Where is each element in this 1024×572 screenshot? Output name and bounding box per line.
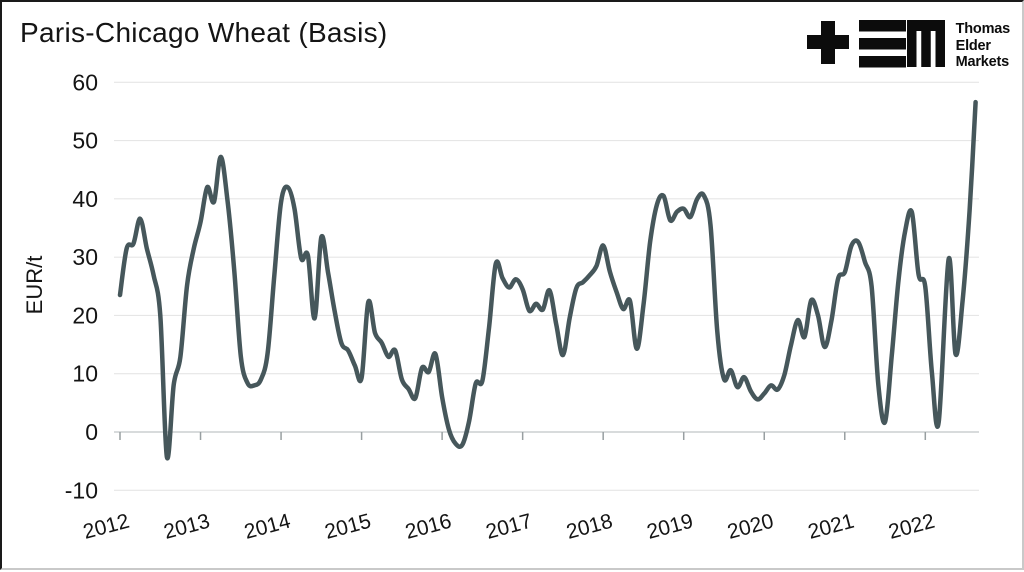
y-tick-label-0: 0 (85, 419, 98, 445)
y-tick-label-60: 60 (72, 69, 98, 95)
x-tick-label-2021: 2021 (806, 510, 857, 544)
x-tick-label-2016: 2016 (403, 510, 454, 544)
x-tick-label-2014: 2014 (242, 509, 293, 543)
logo-text-line-1: Thomas (955, 21, 1011, 37)
tem-logo: Thomas Elder Markets (806, 20, 1011, 71)
tem-logo-mark-icon (806, 20, 945, 68)
logo-text-line-3: Markets (955, 54, 1010, 70)
logo-bar-2 (858, 38, 906, 50)
logo-m-glyph (906, 20, 945, 67)
logo-bar-1 (858, 20, 906, 32)
x-tick-label-2022: 2022 (886, 510, 937, 544)
x-tick-label-2017: 2017 (483, 510, 534, 544)
y-tick-label-10: 10 (72, 361, 98, 387)
logo-text-line-2: Elder (955, 37, 991, 54)
y-tick-label-20: 20 (72, 302, 98, 328)
x-tick-label-2013: 2013 (161, 510, 212, 544)
y-axis-label: EUR/t (22, 256, 47, 315)
x-tick-label-2019: 2019 (644, 510, 695, 544)
logo-text: Thomas Elder Markets (955, 20, 1011, 71)
logo-plus-horizontal (806, 35, 849, 49)
y-tick-label-50: 50 (72, 128, 98, 154)
chart-title: Paris-Chicago Wheat (Basis) (20, 17, 388, 48)
y-tick-label--10: -10 (65, 477, 98, 503)
y-tick-label-30: 30 (72, 244, 98, 270)
logo-bar-3 (858, 56, 906, 68)
x-tick-label-2020: 2020 (725, 510, 776, 544)
basis-line (117, 99, 978, 461)
y-tick-label-40: 40 (72, 186, 98, 212)
x-tick-label-2018: 2018 (564, 510, 615, 544)
x-tick-label-2012: 2012 (81, 510, 132, 544)
x-tick-label-2015: 2015 (322, 510, 373, 544)
